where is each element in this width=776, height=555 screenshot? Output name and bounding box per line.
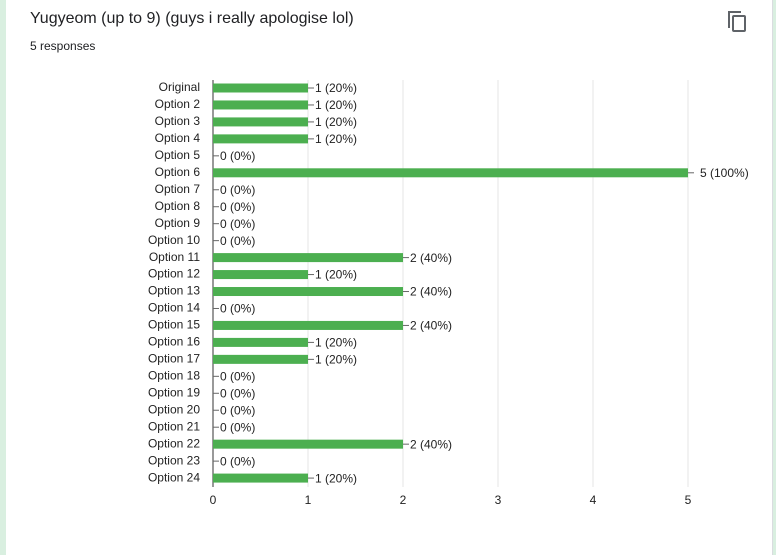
bar [213,473,308,483]
y-tick-label: Option 14 [148,301,200,315]
bar [213,117,308,127]
x-tick-label: 4 [590,493,597,507]
y-tick-label: Option 21 [148,419,200,433]
y-tick-label: Option 8 [155,199,201,213]
x-tick-label: 3 [495,493,502,507]
y-tick-label: Option 4 [155,131,201,145]
value-label: 0 (0%) [220,234,255,248]
y-tick-label: Option 16 [148,335,200,349]
value-label: 0 (0%) [220,386,255,400]
y-tick-label: Option 6 [155,165,201,179]
value-label: 0 (0%) [220,369,255,383]
x-tick-label: 0 [210,493,217,507]
y-tick-label: Option 24 [148,470,200,484]
bar [213,320,403,330]
response-count: 5 responses [30,39,95,53]
value-label: 1 (20%) [315,81,357,95]
y-tick-label: Option 19 [148,385,200,399]
y-tick-label: Option 17 [148,352,200,366]
y-tick-label: Option 10 [148,233,200,247]
value-label: 0 (0%) [220,454,255,468]
value-label: 1 (20%) [315,268,357,282]
y-tick-label: Option 22 [148,436,200,450]
y-tick-label: Option 2 [155,97,201,111]
y-tick-label: Option 12 [148,267,200,281]
value-label: 2 (40%) [410,319,452,333]
bar [213,337,308,347]
value-label: 0 (0%) [220,183,255,197]
x-tick-label: 2 [400,493,407,507]
y-tick-label: Option 20 [148,402,200,416]
value-label: 1 (20%) [315,336,357,350]
value-label: 1 (20%) [315,98,357,112]
value-label: 1 (20%) [315,115,357,129]
x-tick-label: 1 [305,493,312,507]
value-label: 2 (40%) [410,251,452,265]
y-tick-label: Option 13 [148,284,200,298]
value-label: 1 (20%) [315,132,357,146]
bar [213,354,308,364]
value-label: 0 (0%) [220,302,255,316]
y-tick-label: Option 11 [149,250,200,264]
y-tick-label: Original [159,80,200,94]
bar [213,134,308,144]
bar [213,439,403,449]
y-tick-label: Option 9 [155,216,201,230]
chart-title: Yugyeom (up to 9) (guys i really apologi… [30,10,354,27]
y-tick-label: Option 7 [155,182,201,196]
y-tick-label: Option 23 [148,453,200,467]
copy-chart-button[interactable] [728,11,746,32]
bar [213,100,308,110]
question-card [6,0,773,555]
value-label: 0 (0%) [220,149,255,163]
value-label: 2 (40%) [410,437,452,451]
value-label: 5 (100%) [700,166,749,180]
y-tick-label: Option 15 [148,318,200,332]
value-label: 0 (0%) [220,200,255,214]
value-label: 0 (0%) [220,403,255,417]
copy-icon-front [732,15,746,32]
value-label: 0 (0%) [220,420,255,434]
value-label: 0 (0%) [220,217,255,231]
y-tick-label: Option 3 [155,114,201,128]
value-label: 1 (20%) [315,353,357,367]
bar [213,287,403,297]
y-tick-label: Option 5 [155,148,201,162]
bar [213,253,403,263]
bar [213,168,688,178]
bar [213,83,308,93]
value-label: 1 (20%) [315,471,357,485]
value-label: 2 (40%) [410,285,452,299]
x-tick-label: 5 [685,493,692,507]
bar [213,270,308,280]
copy-icon-back [728,11,741,28]
y-tick-label: Option 18 [148,368,200,382]
